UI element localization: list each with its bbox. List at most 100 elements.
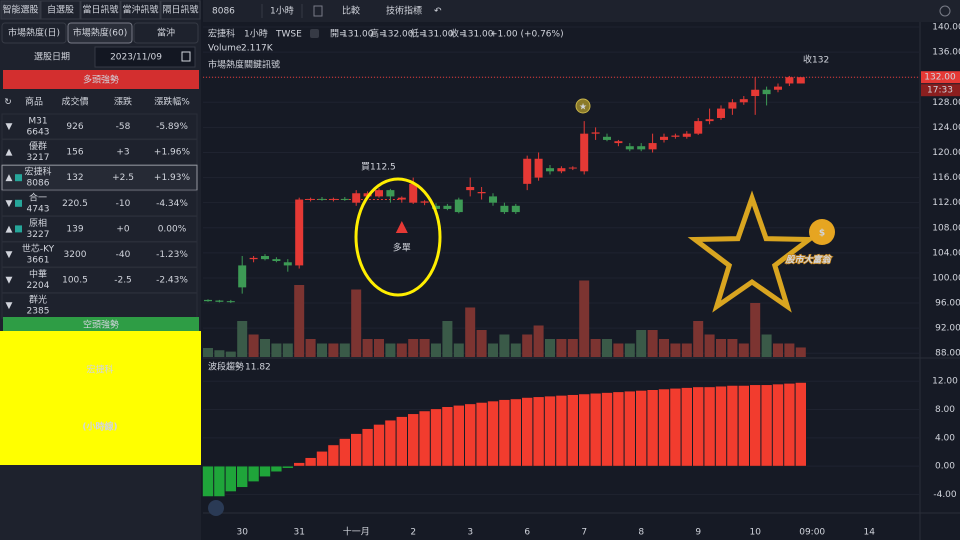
stock-code: 3217 [27,153,50,163]
volume-bar [784,343,795,357]
stock-row[interactable] [1,215,198,242]
candle-body [409,183,418,203]
subtab[interactable] [133,22,199,44]
overlay-box [0,331,201,465]
trend-bar [327,444,340,467]
candle-body [739,99,748,103]
volume-bar [602,339,612,357]
subtab-label[interactable]: 市場熱度(60) [73,27,127,39]
volume-bar [647,330,658,357]
volume-bar [613,343,624,357]
candle-body [272,259,281,262]
stock-row[interactable] [1,190,198,217]
trend-bar [225,465,237,492]
x-tick-label: 09:00 [799,528,825,538]
tab-label[interactable]: 自選股 [47,4,74,16]
tab-label[interactable]: 當沖訊號 [122,4,158,16]
ohlc-label: 開= [330,29,347,40]
volume-bar [385,343,396,357]
subtab-label[interactable]: 當沖 [157,27,175,39]
collapse-button[interactable] [310,29,319,38]
stock-row[interactable] [1,292,198,319]
y-tick-label: 88.00 [935,349,960,359]
y-tick-label: 108.00 [932,223,960,233]
trend-bar [646,389,659,467]
candle-body [660,136,668,140]
logo-coin [809,219,835,245]
y-tick-label: 4.00 [935,433,955,443]
ohlc-label: 低= [410,28,427,40]
stock-row[interactable] [1,164,198,191]
x-tick-label: 3 [467,528,473,538]
stock-row[interactable] [1,267,198,294]
bear-header[interactable] [3,317,199,332]
buy-marker [395,221,408,233]
candle-body [774,86,782,90]
candle-body [443,205,452,209]
trend-bar [703,386,716,467]
x-tick-label: 2 [410,528,416,538]
compare-button[interactable]: 比較 [342,5,360,17]
tab[interactable] [160,0,201,20]
chart-interval: 1小時 [244,29,268,40]
logo-text: 股市大富翁 [784,255,832,266]
ohlc-value: 131.00 [342,30,374,40]
candle-body [432,205,440,209]
trend-bar [452,404,465,467]
bull-header[interactable] [3,70,199,89]
stock-row[interactable] [1,113,198,140]
volume-bar [214,350,225,357]
tab-label[interactable]: 當日訊號 [82,4,118,16]
tab[interactable] [80,0,121,20]
candle-body [295,199,304,266]
candle-body [796,77,805,84]
subtab[interactable] [67,22,133,44]
volume-bar [659,339,669,357]
tab[interactable] [40,0,81,20]
tab-label[interactable]: 智能選股 [2,4,38,16]
x-tick-label: 30 [236,528,248,538]
stock-pct: -1.23% [156,250,188,260]
trend-bar [566,394,579,467]
bear-header-label[interactable]: 空頭強勢 [83,319,119,331]
refresh-icon[interactable]: ↻ [4,98,12,108]
subtab[interactable] [1,22,67,44]
date-value[interactable]: 2023/11/09 [110,53,162,63]
y-tick-label: 140.00 [932,23,960,33]
subtab-label[interactable]: 市場熱度(日) [8,27,60,39]
chart-exchange: TWSE [275,30,302,40]
undo-button[interactable]: ↶ [434,7,442,17]
volume-bar [317,343,327,357]
stock-change: +0 [116,224,130,234]
settings-icon[interactable] [939,5,951,17]
volume-bar [510,343,521,357]
stock-pct: +1.93% [154,173,191,183]
stock-row[interactable] [1,139,198,166]
change-value: +1.00 (+0.76%) [490,30,564,40]
trend-bar [578,393,591,467]
indicators-button[interactable]: 技術指標 [386,5,422,17]
stock-row[interactable] [1,241,198,268]
candle-body [568,167,577,169]
candle-body [637,146,646,150]
stock-change: -58 [116,122,131,132]
last-time-label: 17:33 [927,86,953,96]
volume-bar [681,343,692,357]
date-box[interactable] [94,46,196,68]
volume-bar [419,339,430,357]
tab-label[interactable]: 隔日訊號 [162,4,198,16]
tab[interactable] [0,0,41,20]
bull-header-label[interactable]: 多頭強勢 [83,74,119,86]
tab[interactable] [120,0,161,20]
trend-bar [749,384,762,467]
stock-name: 合一 [29,191,47,203]
candle-body [534,158,543,178]
candle-body [375,190,383,197]
stock-change: +2.5 [112,173,134,183]
trend-bar [760,384,773,467]
cloud-button[interactable] [208,500,224,516]
candle-icon[interactable] [313,5,323,17]
volume-bar [476,330,487,357]
interval-button[interactable]: 1小時 [270,6,294,17]
calendar-icon[interactable] [181,51,191,62]
